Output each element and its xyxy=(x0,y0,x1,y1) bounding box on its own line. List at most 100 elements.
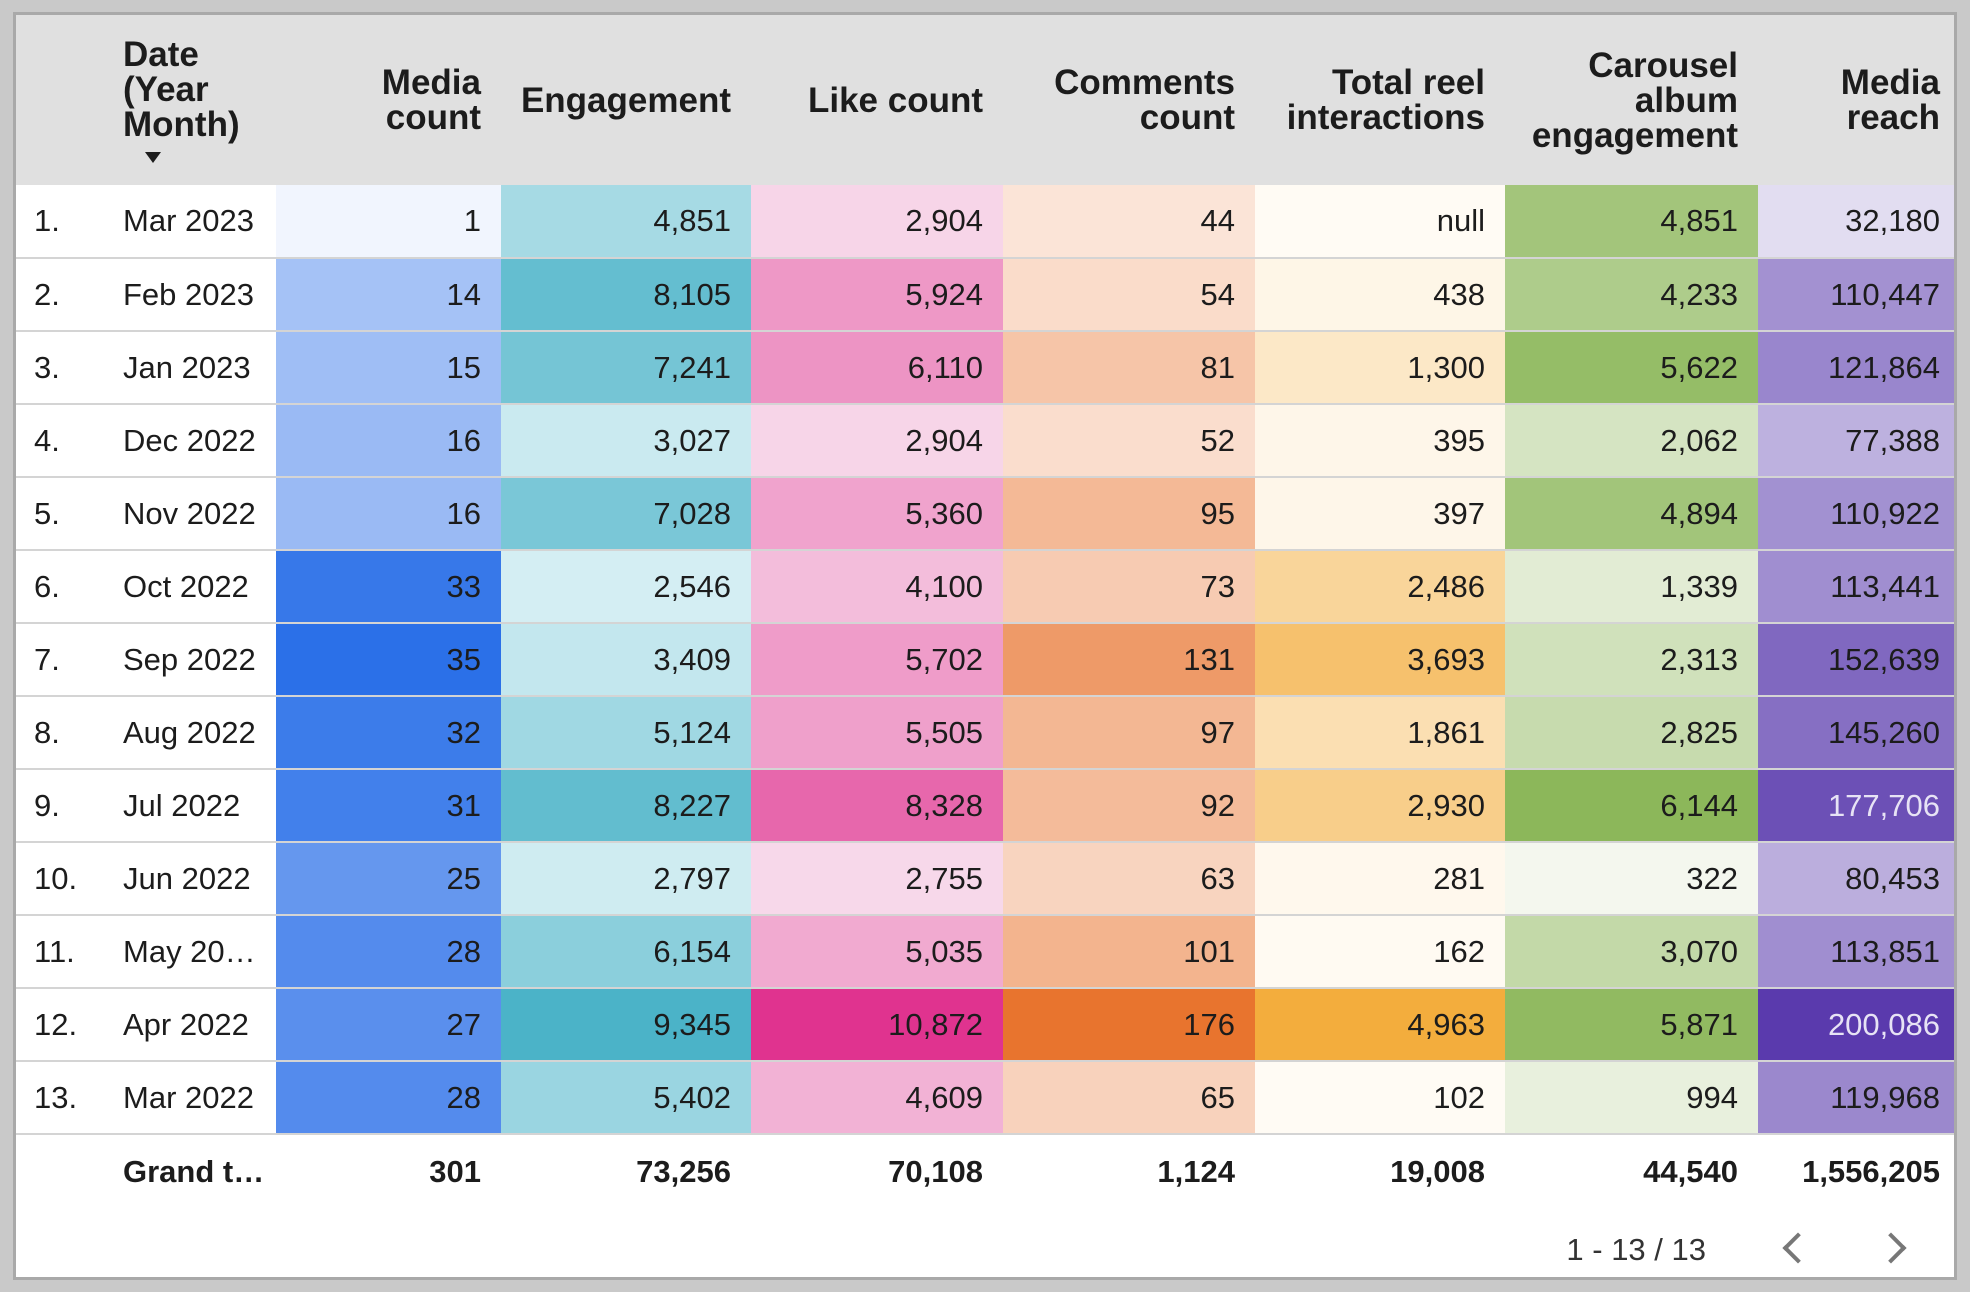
sort-descending-icon[interactable] xyxy=(145,152,161,163)
row-date: Aug 2022 xyxy=(119,696,276,770)
cell-carousel-album-engagement: 4,894 xyxy=(1505,477,1758,551)
cell-total-reel-interactions: 395 xyxy=(1255,404,1505,478)
cell-carousel-album-engagement: 5,871 xyxy=(1505,988,1758,1062)
header-media-count[interactable]: Media count xyxy=(276,15,501,185)
cell-carousel-album-engagement: 4,233 xyxy=(1505,258,1758,332)
cell-like-count: 5,702 xyxy=(751,623,1003,697)
cell-comments-count: 54 xyxy=(1003,258,1255,332)
grand-total-carousel-album-engagement: 44,540 xyxy=(1643,1153,1738,1189)
row-date: May 20… xyxy=(119,915,276,989)
cell-media-reach: 77,388 xyxy=(1758,404,1954,478)
header-total-reel-interactions[interactable]: Total reel interactions xyxy=(1255,15,1505,185)
table-row: 7. Sep 2022 35 3,409 5,702 131 3,693 2,313 152,6… xyxy=(16,623,1954,697)
table-footer: Grand t… 301 73,256 70,108 1,124 19,008 … xyxy=(16,1134,1954,1208)
cell-like-count: 2,904 xyxy=(751,185,1003,259)
cell-comments-count: 63 xyxy=(1003,842,1255,916)
row-index: 1. xyxy=(16,185,119,259)
cell-engagement: 2,546 xyxy=(501,550,751,624)
header-like-count[interactable]: Like count xyxy=(751,15,1003,185)
cell-media-reach: 110,922 xyxy=(1758,477,1954,551)
cell-comments-count: 101 xyxy=(1003,915,1255,989)
table-row: 11. May 20… 28 6,154 5,035 101 162 3,070 113,851 xyxy=(16,915,1954,989)
cell-engagement: 8,105 xyxy=(501,258,751,332)
table-header: Date (Year Month) Media count Engagement… xyxy=(16,15,1954,185)
cell-media-count: 1 xyxy=(276,185,501,259)
table-row: 5. Nov 2022 16 7,028 5,360 95 397 4,894 110,922 xyxy=(16,477,1954,551)
cell-comments-count: 73 xyxy=(1003,550,1255,624)
row-index: 5. xyxy=(16,477,119,551)
cell-media-count: 28 xyxy=(276,1061,501,1135)
header-date[interactable]: Date (Year Month) xyxy=(119,15,276,185)
cell-like-count: 2,755 xyxy=(751,842,1003,916)
grand-total-engagement: 73,256 xyxy=(636,1153,731,1189)
table-body: 1. Mar 2023 1 4,851 2,904 44 null 4,851 32,180 2.… xyxy=(16,185,1954,1135)
cell-comments-count: 65 xyxy=(1003,1061,1255,1135)
header-carousel-album-engagement[interactable]: Carousel album engagement xyxy=(1505,15,1758,185)
cell-total-reel-interactions: 397 xyxy=(1255,477,1505,551)
row-date: Jul 2022 xyxy=(119,769,276,843)
cell-media-reach: 145,260 xyxy=(1758,696,1954,770)
cell-media-count: 33 xyxy=(276,550,501,624)
cell-engagement: 7,241 xyxy=(501,331,751,405)
cell-engagement: 5,402 xyxy=(501,1061,751,1135)
cell-comments-count: 81 xyxy=(1003,331,1255,405)
cell-like-count: 4,609 xyxy=(751,1061,1003,1135)
cell-media-reach: 177,706 xyxy=(1758,769,1954,843)
grand-total-like-count: 70,108 xyxy=(888,1153,983,1189)
cell-comments-count: 95 xyxy=(1003,477,1255,551)
cell-media-count: 16 xyxy=(276,477,501,551)
previous-page-icon[interactable] xyxy=(1782,1232,1814,1264)
cell-like-count: 5,035 xyxy=(751,915,1003,989)
data-table-card: Date (Year Month) Media count Engagement… xyxy=(13,12,1957,1280)
cell-carousel-album-engagement: 2,313 xyxy=(1505,623,1758,697)
cell-total-reel-interactions: 2,486 xyxy=(1255,550,1505,624)
row-index: 10. xyxy=(16,842,119,916)
cell-media-count: 16 xyxy=(276,404,501,478)
cell-carousel-album-engagement: 5,622 xyxy=(1505,331,1758,405)
cell-total-reel-interactions: 1,861 xyxy=(1255,696,1505,770)
cell-engagement: 5,124 xyxy=(501,696,751,770)
cell-comments-count: 97 xyxy=(1003,696,1255,770)
cell-like-count: 2,904 xyxy=(751,404,1003,478)
grand-total-comments-count: 1,124 xyxy=(1157,1153,1235,1189)
cell-comments-count: 131 xyxy=(1003,623,1255,697)
table-row: 12. Apr 2022 27 9,345 10,872 176 4,963 5,871 200… xyxy=(16,988,1954,1062)
cell-like-count: 10,872 xyxy=(751,988,1003,1062)
row-date: Oct 2022 xyxy=(119,550,276,624)
cell-media-count: 28 xyxy=(276,915,501,989)
table-row: 9. Jul 2022 31 8,227 8,328 92 2,930 6,144 177,70… xyxy=(16,769,1954,843)
cell-media-reach: 113,851 xyxy=(1758,915,1954,989)
cell-total-reel-interactions: null xyxy=(1255,185,1505,259)
cell-media-reach: 32,180 xyxy=(1758,185,1954,259)
header-date-label: Date (Year Month) xyxy=(123,35,240,144)
cell-media-count: 15 xyxy=(276,331,501,405)
row-date: Sep 2022 xyxy=(119,623,276,697)
row-index: 6. xyxy=(16,550,119,624)
header-engagement[interactable]: Engagement xyxy=(501,15,751,185)
cell-engagement: 3,409 xyxy=(501,623,751,697)
cell-carousel-album-engagement: 994 xyxy=(1505,1061,1758,1135)
cell-engagement: 2,797 xyxy=(501,842,751,916)
cell-like-count: 5,505 xyxy=(751,696,1003,770)
cell-carousel-album-engagement: 2,825 xyxy=(1505,696,1758,770)
cell-carousel-album-engagement: 2,062 xyxy=(1505,404,1758,478)
grand-total-media-reach: 1,556,205 xyxy=(1802,1153,1940,1189)
cell-media-count: 32 xyxy=(276,696,501,770)
cell-like-count: 4,100 xyxy=(751,550,1003,624)
cell-engagement: 9,345 xyxy=(501,988,751,1062)
cell-comments-count: 176 xyxy=(1003,988,1255,1062)
cell-media-reach: 152,639 xyxy=(1758,623,1954,697)
header-media-reach[interactable]: Media reach xyxy=(1758,15,1954,185)
next-page-icon[interactable] xyxy=(1875,1232,1907,1264)
cell-carousel-album-engagement: 1,339 xyxy=(1505,550,1758,624)
header-comments-count[interactable]: Comments count xyxy=(1003,15,1255,185)
pagination-range: 1 - 13 / 13 xyxy=(1566,1232,1706,1267)
table-row: 6. Oct 2022 33 2,546 4,100 73 2,486 1,339 113,44… xyxy=(16,550,1954,624)
cell-media-count: 27 xyxy=(276,988,501,1062)
cell-like-count: 8,328 xyxy=(751,769,1003,843)
grand-total-total-reel-interactions: 19,008 xyxy=(1390,1153,1485,1189)
cell-like-count: 5,924 xyxy=(751,258,1003,332)
row-date: Jan 2023 xyxy=(119,331,276,405)
table-row: 10. Jun 2022 25 2,797 2,755 63 281 322 80,453 xyxy=(16,842,1954,916)
cell-like-count: 5,360 xyxy=(751,477,1003,551)
